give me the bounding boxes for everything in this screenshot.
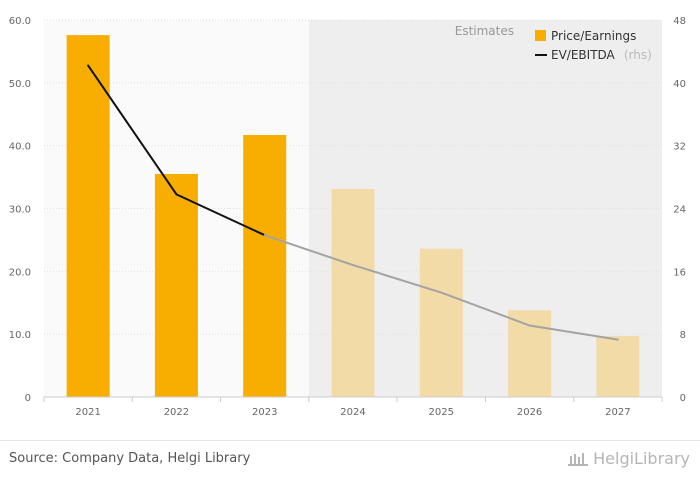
legend: Price/Earnings EV/EBITDA (rhs) [535,29,652,63]
line-segment-ev-ebitda [87,64,178,196]
line-segment-ev-ebitda [263,234,354,267]
y-left-tick-label: 0 [25,393,31,404]
logo-text: HelgiLibrary [593,449,690,468]
bar-price-earnings [596,336,640,397]
bar-price-earnings [419,248,463,397]
x-tick-label: 2025 [429,407,454,418]
ev-ebitda-line [87,64,619,341]
y-left-tick-label: 10.0 [9,330,31,341]
source-note: Source: Company Data, Helgi Library [9,451,251,466]
legend-label-ev-ebitda: EV/EBITDA (rhs) [551,44,652,63]
legend-ev-ebitda-suffix: (rhs) [624,48,652,62]
y-axis-left: 60.0 50.0 40.0 30.0 20.0 10.0 0 [9,16,31,404]
y-left-tick-label: 30.0 [9,205,31,216]
bar-price-earnings [243,134,287,398]
x-tick-label: 2021 [75,407,100,418]
y-right-tick-label: 40 [673,79,686,90]
y-right-tick-label: 16 [673,267,686,278]
y-left-tick-label: 60.0 [9,16,31,27]
x-tick-label: 2022 [164,407,189,418]
x-tick-label: 2023 [252,407,277,418]
y-axis-right: 48 40 32 24 16 8 0 [673,16,686,404]
bar-price-earnings [154,173,198,397]
line-segment-ev-ebitda [440,291,531,327]
line-segment-ev-ebitda [352,264,443,294]
legend-ev-ebitda-name: EV/EBITDA [551,48,616,62]
y-right-tick-label: 8 [680,330,686,341]
y-right-tick-label: 48 [673,16,686,27]
footer-divider [0,440,700,441]
x-tick-label: 2024 [340,407,365,418]
y-left-tick-label: 50.0 [9,79,31,90]
y-right-tick-label: 32 [673,142,686,153]
library-logo-icon [568,452,589,466]
x-tick-label: 2027 [605,407,630,418]
bar-price-earnings [331,189,375,397]
legend-swatch-price-earnings [535,30,546,41]
bar-price-earnings [66,35,110,398]
line-segment-ev-ebitda [528,324,619,341]
estimates-label: Estimates [455,24,514,38]
bar-price-earnings [508,310,552,397]
y-left-tick-label: 20.0 [9,267,31,278]
line-segment-ev-ebitda [175,193,266,237]
legend-label-price-earnings: Price/Earnings [551,29,636,43]
chart: 2021 2022 2023 2024 2025 2026 2027 60.0 50.0 40.… [9,16,686,418]
y-left-tick-label: 40.0 [9,142,31,153]
x-axis: 2021 2022 2023 2024 2025 2026 2027 [43,397,663,418]
helgi-library-logo: HelgiLibrary [567,449,690,468]
y-right-tick-label: 24 [673,205,686,216]
bars [66,35,640,398]
x-tick-label: 2026 [517,407,542,418]
y-right-tick-label: 0 [680,393,686,404]
